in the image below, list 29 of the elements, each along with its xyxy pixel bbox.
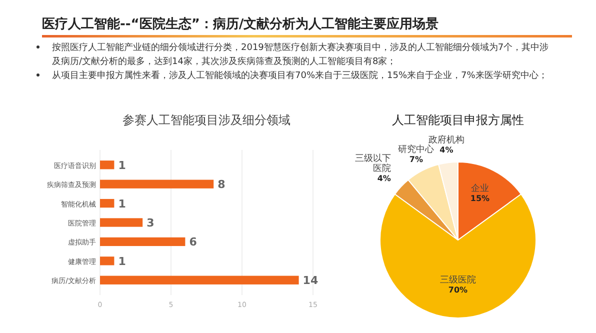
text: 医疗人工智能--“医院生态”：病历/文献分析为人工智能主要应用场景 — [42, 16, 439, 32]
data-label: 8 — [218, 178, 226, 192]
data-label: 7% — [409, 155, 424, 164]
text: 从项目主要申报方属性来看，涉及人工智能领域的决赛项目有70%来自于三级医院，15%来自于企业，7%来医学研究中心； — [52, 70, 548, 81]
slice-label: 企业 — [470, 182, 489, 194]
bar — [100, 198, 114, 208]
slice-label: 三级医院 — [440, 274, 476, 286]
slice-label: 研究中心 — [398, 144, 434, 156]
slice-label: 政府机构 — [428, 134, 464, 146]
data-label: 3 — [146, 216, 154, 230]
slice-label: 三级以下医院 — [354, 153, 391, 174]
bar — [100, 160, 114, 170]
data-label: 70% — [448, 285, 468, 294]
chart-title: 人工智能项目申报方属性 — [392, 113, 524, 127]
data-label: 15% — [470, 194, 490, 203]
bar — [100, 180, 214, 188]
bar — [100, 276, 299, 284]
data-label: 4% — [377, 174, 391, 184]
data-label: 14 — [302, 274, 318, 288]
data-label: 1 — [118, 197, 126, 210]
data-label: 1 — [118, 158, 126, 172]
data-label: 1 — [118, 254, 126, 268]
text: 按照医疗人工智能产业链的细分领域进行分类，2019智慧医疗创新大赛决赛项目中，涉及的人工智能细分领域为7个，其中涉及病历/文献分析的最多，达到14家，其次涉及疾病筛查及预测的人工智能项目有8家； — [52, 42, 549, 67]
chart-title: 参赛人工智能项目涉及细分领域 — [122, 113, 290, 127]
bar — [100, 218, 143, 227]
data-label: 4% — [440, 146, 454, 155]
data-label: 6 — [189, 236, 198, 249]
bar — [100, 237, 186, 246]
bar — [100, 256, 114, 266]
